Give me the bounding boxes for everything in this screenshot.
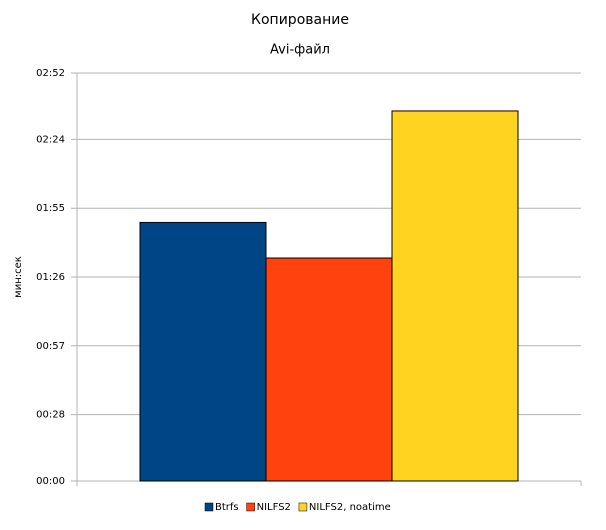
y-tick-label: 01:26 — [36, 272, 65, 283]
chart-subtitle: Avi-файл — [270, 43, 330, 58]
y-tick-label: 02:24 — [36, 134, 65, 145]
bar — [391, 110, 519, 482]
legend-swatch — [246, 502, 255, 512]
y-tick-label: 01:55 — [36, 203, 65, 214]
y-tick-label: 00:28 — [36, 410, 65, 421]
y-tick-label: 02:52 — [36, 68, 65, 79]
legend-swatch — [204, 502, 214, 512]
y-tick-label: 00:00 — [36, 476, 65, 487]
legend-label: NILFS2 — [257, 502, 291, 513]
bar — [265, 257, 393, 482]
chart-title: Копирование — [251, 12, 349, 28]
legend-label: NILFS2, noatime — [309, 502, 391, 513]
legend-label: Btrfs — [215, 502, 239, 513]
y-tick-label: 00:57 — [36, 341, 65, 352]
legend-swatch — [298, 502, 308, 512]
y-axis-label: мин:сек — [13, 256, 24, 298]
bar — [139, 221, 267, 482]
